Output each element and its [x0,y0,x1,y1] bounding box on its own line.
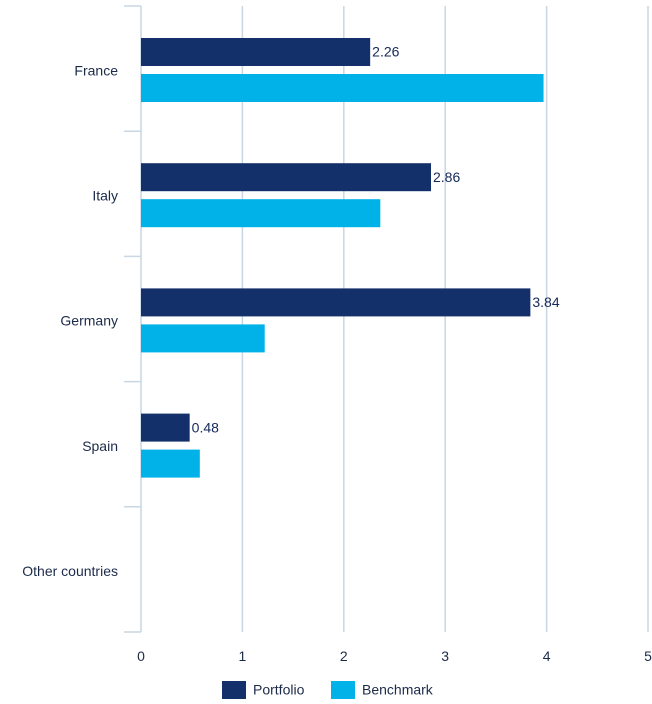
category-label: France [74,62,118,78]
category-labels: France Italy Germany Spain Other countries [22,62,118,579]
category-label: Italy [92,188,118,204]
legend-label-benchmark: Benchmark [362,682,434,698]
legend-swatch-benchmark [331,681,355,699]
bar-portfolio-spain [141,413,190,442]
bar-benchmark-italy [141,199,381,228]
x-tick-label: 5 [644,648,652,664]
legend: Portfolio Benchmark [222,681,434,699]
data-label: 2.86 [433,169,460,185]
category-label: Germany [60,313,118,329]
bar-benchmark-spain [141,449,200,478]
legend-swatch-portfolio [222,681,246,699]
x-tick-label: 3 [441,648,449,664]
bars [141,38,544,478]
bar-portfolio-italy [141,163,432,192]
x-tick-label: 2 [340,648,348,664]
data-label: 3.84 [532,294,559,310]
x-tick-label: 1 [239,648,247,664]
category-axis [124,5,142,633]
data-labels: 2.26 2.86 3.84 0.48 [192,44,560,436]
x-tick-label: 4 [543,648,551,664]
category-label: Spain [82,438,118,454]
x-tick-labels: 0 1 2 3 4 5 [137,648,652,664]
bar-benchmark-germany [141,324,265,353]
x-tick-label: 0 [137,648,145,664]
bar-portfolio-germany [141,288,531,317]
legend-label-portfolio: Portfolio [253,682,305,698]
bar-portfolio-france [141,38,371,66]
data-label: 2.26 [372,44,399,60]
category-label: Other countries [22,563,118,579]
data-label: 0.48 [192,419,219,435]
grid [241,6,649,632]
bar-benchmark-france [141,74,544,102]
